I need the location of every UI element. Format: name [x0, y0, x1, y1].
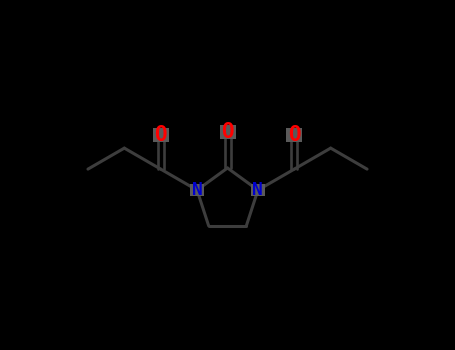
Bar	[286, 128, 302, 142]
Bar	[219, 125, 236, 139]
Bar	[190, 184, 204, 196]
Text: O: O	[221, 122, 234, 142]
Text: N: N	[192, 181, 202, 199]
Bar	[251, 184, 265, 196]
Text: O: O	[154, 125, 167, 145]
Text: O: O	[288, 125, 301, 145]
Text: N: N	[253, 181, 263, 199]
Bar	[153, 128, 169, 142]
